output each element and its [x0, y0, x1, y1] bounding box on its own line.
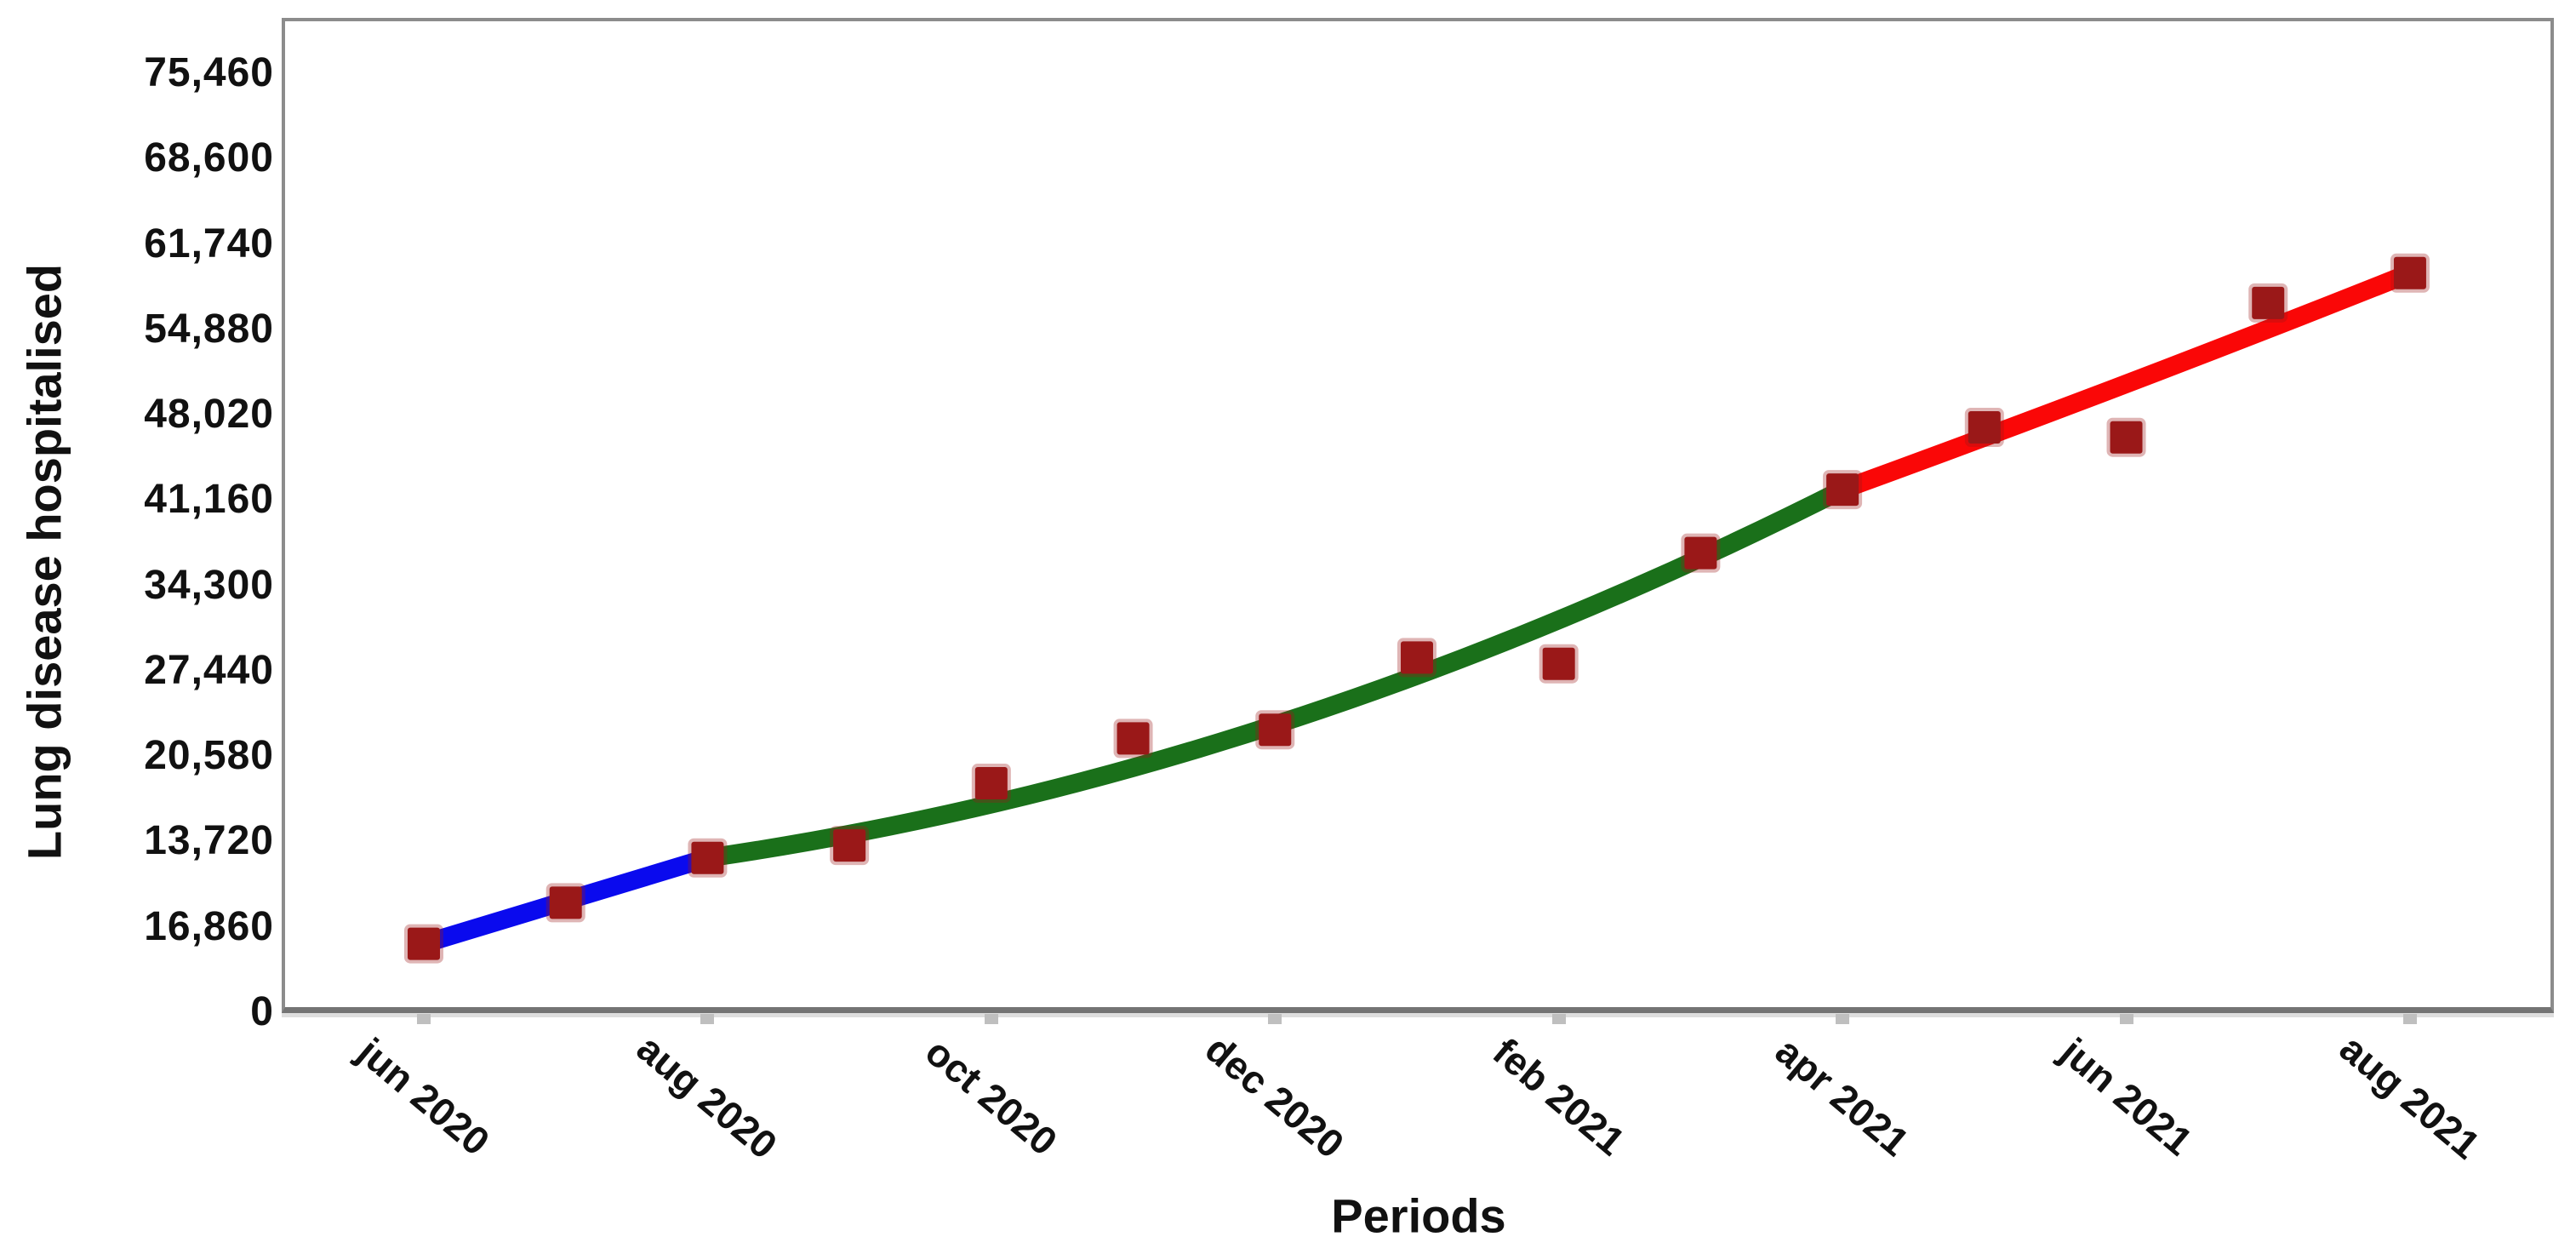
y-tick-label: 75,460 — [144, 50, 274, 95]
y-tick-label: 13,720 — [144, 818, 274, 864]
data-point-marker — [1539, 644, 1579, 684]
data-point-marker — [1681, 533, 1721, 573]
trend-segment-trend-late — [1833, 263, 2419, 500]
x-tick-mark — [700, 1014, 715, 1024]
y-tick-label: 0 — [250, 988, 274, 1034]
data-point-marker — [1823, 470, 1863, 510]
x-tick-mark — [1551, 1014, 1566, 1024]
x-tick-label: aug 2021 — [2331, 1025, 2489, 1168]
plot-canvas — [404, 253, 2430, 964]
x-tick-label: apr 2021 — [1767, 1028, 1918, 1165]
data-point-marker — [971, 764, 1011, 804]
y-tick-label: 41,160 — [144, 477, 274, 523]
y-tick-label: 16,860 — [144, 903, 274, 949]
x-tick-label: feb 2021 — [1484, 1028, 1633, 1165]
x-tick-label: dec 2020 — [1197, 1026, 1353, 1167]
x-tick-mark — [1268, 1014, 1282, 1024]
y-tick-label: 61,740 — [144, 220, 274, 266]
x-tick-label: aug 2020 — [629, 1025, 786, 1168]
x-tick-mark — [2402, 1014, 2417, 1024]
x-axis-title: Periods — [1331, 1188, 1506, 1243]
y-tick-label: 54,880 — [144, 306, 274, 352]
y-tick-label: 68,600 — [144, 135, 274, 181]
y-tick-label: 34,300 — [144, 562, 274, 608]
x-tick-label: jun 2021 — [2052, 1028, 2201, 1165]
data-point-marker — [404, 924, 443, 964]
trend-segment-trend-middle — [698, 480, 1853, 867]
plot-area-frame — [282, 18, 2554, 1013]
data-point-marker — [688, 838, 728, 878]
x-tick-mark — [417, 1014, 431, 1024]
data-point-marker — [1397, 638, 1437, 678]
data-point-marker — [545, 883, 585, 923]
x-axis-baseline — [282, 1013, 2554, 1017]
x-tick-mark — [2119, 1014, 2133, 1024]
data-point-marker — [2248, 283, 2288, 323]
data-point-marker — [2390, 253, 2430, 293]
x-tick-label: oct 2020 — [917, 1028, 1066, 1165]
y-tick-label: 20,580 — [144, 733, 274, 779]
data-point-marker — [2106, 417, 2146, 457]
x-tick-mark — [1836, 1014, 1850, 1024]
data-point-marker — [1113, 719, 1153, 759]
x-tick-label: jun 2020 — [349, 1028, 499, 1165]
data-point-marker — [830, 826, 870, 866]
data-point-marker — [1964, 408, 2004, 448]
data-point-marker — [1255, 710, 1295, 750]
y-tick-label: 48,020 — [144, 392, 274, 438]
y-tick-label: 27,440 — [144, 647, 274, 693]
x-tick-mark — [984, 1014, 998, 1024]
